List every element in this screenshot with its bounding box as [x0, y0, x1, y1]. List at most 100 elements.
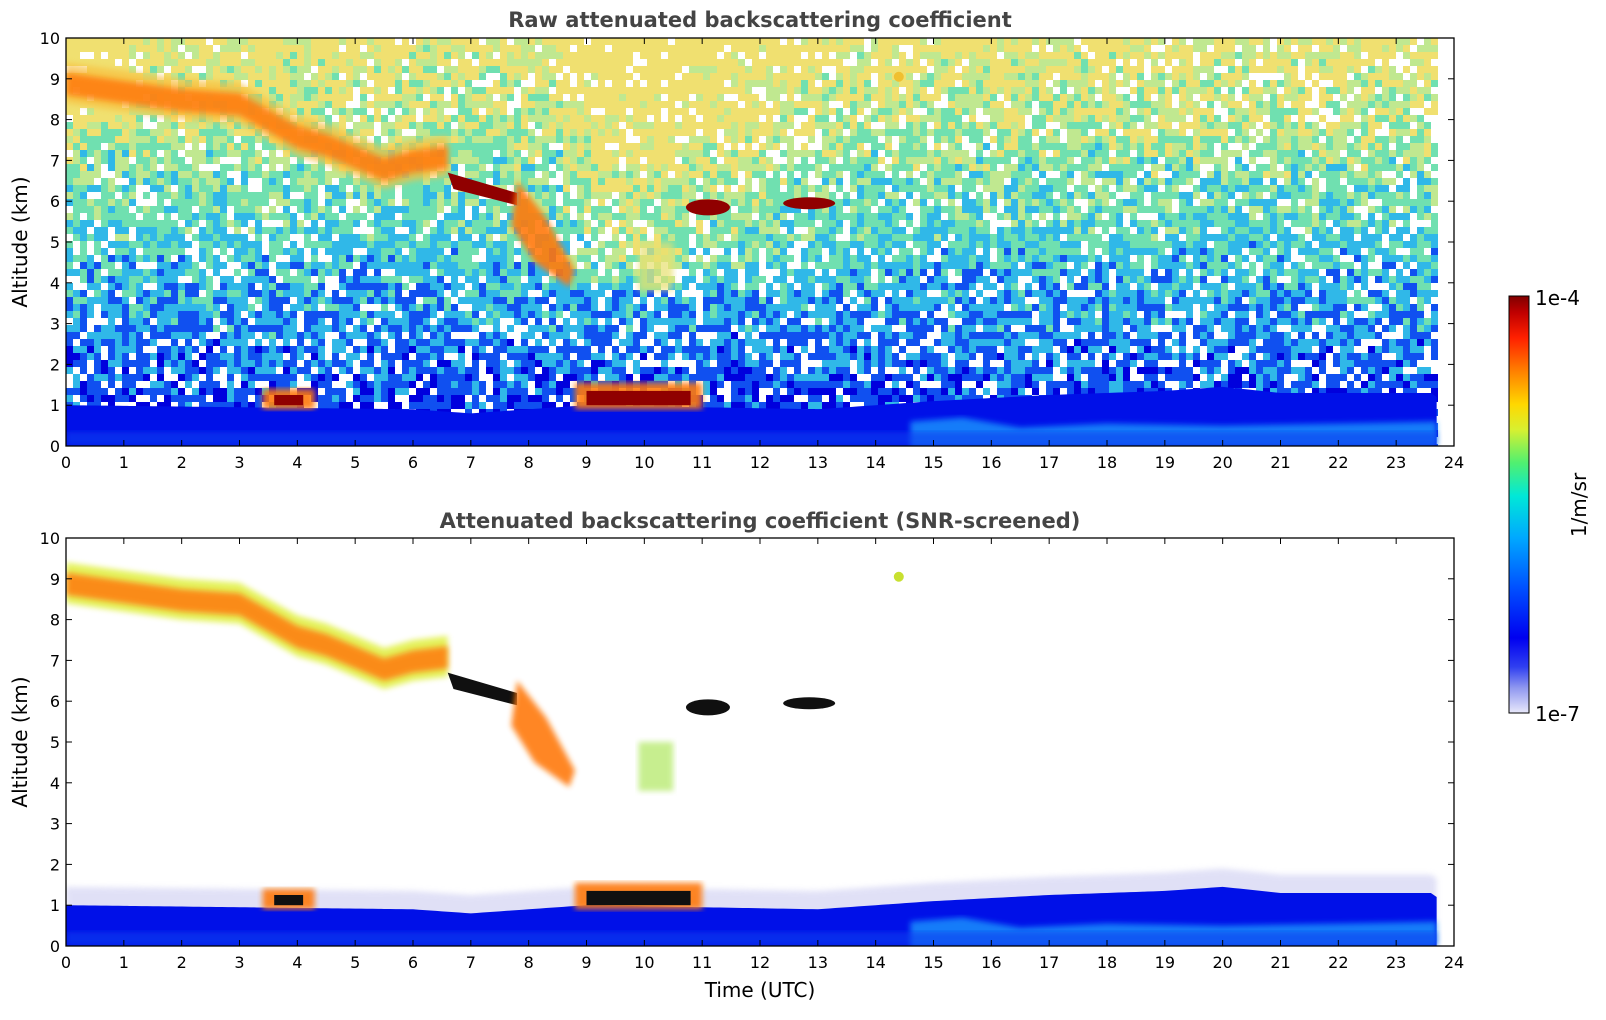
- noise-cell: [206, 241, 213, 248]
- noise-cell: [906, 178, 913, 185]
- noise-cell: [1228, 234, 1235, 241]
- noise-cell: [276, 73, 283, 80]
- noise-cell: [563, 108, 570, 115]
- noise-cell: [73, 59, 80, 66]
- noise-cell: [542, 59, 549, 66]
- noise-cell: [1410, 143, 1417, 150]
- noise-cell: [1018, 241, 1025, 248]
- noise-cell: [738, 192, 745, 199]
- noise-cell: [136, 241, 143, 248]
- noise-cell: [1256, 192, 1263, 199]
- noise-cell: [1291, 87, 1298, 94]
- noise-cell: [1333, 66, 1340, 73]
- noise-cell: [1207, 206, 1214, 213]
- noise-cell: [1256, 227, 1263, 234]
- noise-cell: [738, 136, 745, 143]
- noise-cell: [1417, 101, 1424, 108]
- noise-cell: [479, 227, 486, 234]
- noise-cell: [395, 45, 402, 52]
- noise-cell: [101, 234, 108, 241]
- noise-cell: [241, 206, 248, 213]
- noise-cell: [199, 38, 206, 45]
- noise-cell: [1361, 199, 1368, 206]
- noise-cell: [1193, 87, 1200, 94]
- noise-cell: [752, 52, 759, 59]
- noise-cell: [108, 185, 115, 192]
- noise-cell: [1151, 241, 1158, 248]
- noise-cell: [1403, 192, 1410, 199]
- noise-cell: [423, 59, 430, 66]
- noise-cell: [339, 108, 346, 115]
- noise-cell: [773, 213, 780, 220]
- noise-cell: [633, 157, 640, 164]
- noise-cell: [437, 234, 444, 241]
- noise-cell: [108, 59, 115, 66]
- noise-cell: [1109, 101, 1116, 108]
- noise-cell: [899, 94, 906, 101]
- noise-cell: [563, 101, 570, 108]
- noise-cell: [822, 122, 829, 129]
- noise-cell: [1305, 157, 1312, 164]
- noise-cell: [983, 66, 990, 73]
- noise-cell: [1326, 94, 1333, 101]
- noise-cell: [1221, 157, 1228, 164]
- noise-cell: [1193, 220, 1200, 227]
- noise-cell: [1046, 185, 1053, 192]
- noise-cell: [521, 45, 528, 52]
- noise-cell: [682, 73, 689, 80]
- noise-cell: [1018, 129, 1025, 136]
- noise-cell: [591, 185, 598, 192]
- noise-cell: [185, 227, 192, 234]
- noise-cell: [1270, 143, 1277, 150]
- noise-cell: [276, 101, 283, 108]
- noise-cell: [1137, 199, 1144, 206]
- noise-cell: [1333, 150, 1340, 157]
- noise-cell: [661, 234, 668, 241]
- noise-cell: [374, 80, 381, 87]
- noise-cell: [1403, 206, 1410, 213]
- noise-cell: [220, 206, 227, 213]
- noise-cell: [661, 38, 668, 45]
- noise-cell: [143, 38, 150, 45]
- noise-cell: [696, 94, 703, 101]
- noise-cell: [1053, 199, 1060, 206]
- noise-cell: [1060, 164, 1067, 171]
- noise-cell: [815, 164, 822, 171]
- noise-cell: [878, 73, 885, 80]
- noise-cell: [297, 199, 304, 206]
- noise-cell: [1319, 150, 1326, 157]
- noise-cell: [1242, 234, 1249, 241]
- noise-cell: [381, 122, 388, 129]
- noise-cell: [381, 241, 388, 248]
- noise-cell: [759, 192, 766, 199]
- noise-cell: [304, 206, 311, 213]
- noise-cell: [724, 227, 731, 234]
- noise-cell: [822, 234, 829, 241]
- noise-cell: [493, 101, 500, 108]
- noise-cell: [332, 87, 339, 94]
- noise-cell: [843, 80, 850, 87]
- noise-cell: [1382, 150, 1389, 157]
- noise-cell: [710, 157, 717, 164]
- noise-cell: [969, 80, 976, 87]
- noise-cell: [829, 136, 836, 143]
- noise-cell: [1032, 150, 1039, 157]
- noise-cell: [689, 150, 696, 157]
- noise-cell: [1060, 73, 1067, 80]
- noise-cell: [220, 227, 227, 234]
- noise-cell: [1109, 157, 1116, 164]
- noise-cell: [1158, 52, 1165, 59]
- noise-cell: [402, 38, 409, 45]
- noise-cell: [808, 38, 815, 45]
- noise-cell: [1417, 66, 1424, 73]
- noise-cell: [1333, 80, 1340, 87]
- noise-cell: [1319, 59, 1326, 66]
- noise-cell: [1361, 143, 1368, 150]
- noise-cell: [948, 213, 955, 220]
- noise-cell: [1431, 45, 1438, 52]
- noise-cell: [1291, 73, 1298, 80]
- noise-cell: [423, 234, 430, 241]
- noise-cell: [1256, 199, 1263, 206]
- noise-cell: [1039, 206, 1046, 213]
- noise-cell: [941, 157, 948, 164]
